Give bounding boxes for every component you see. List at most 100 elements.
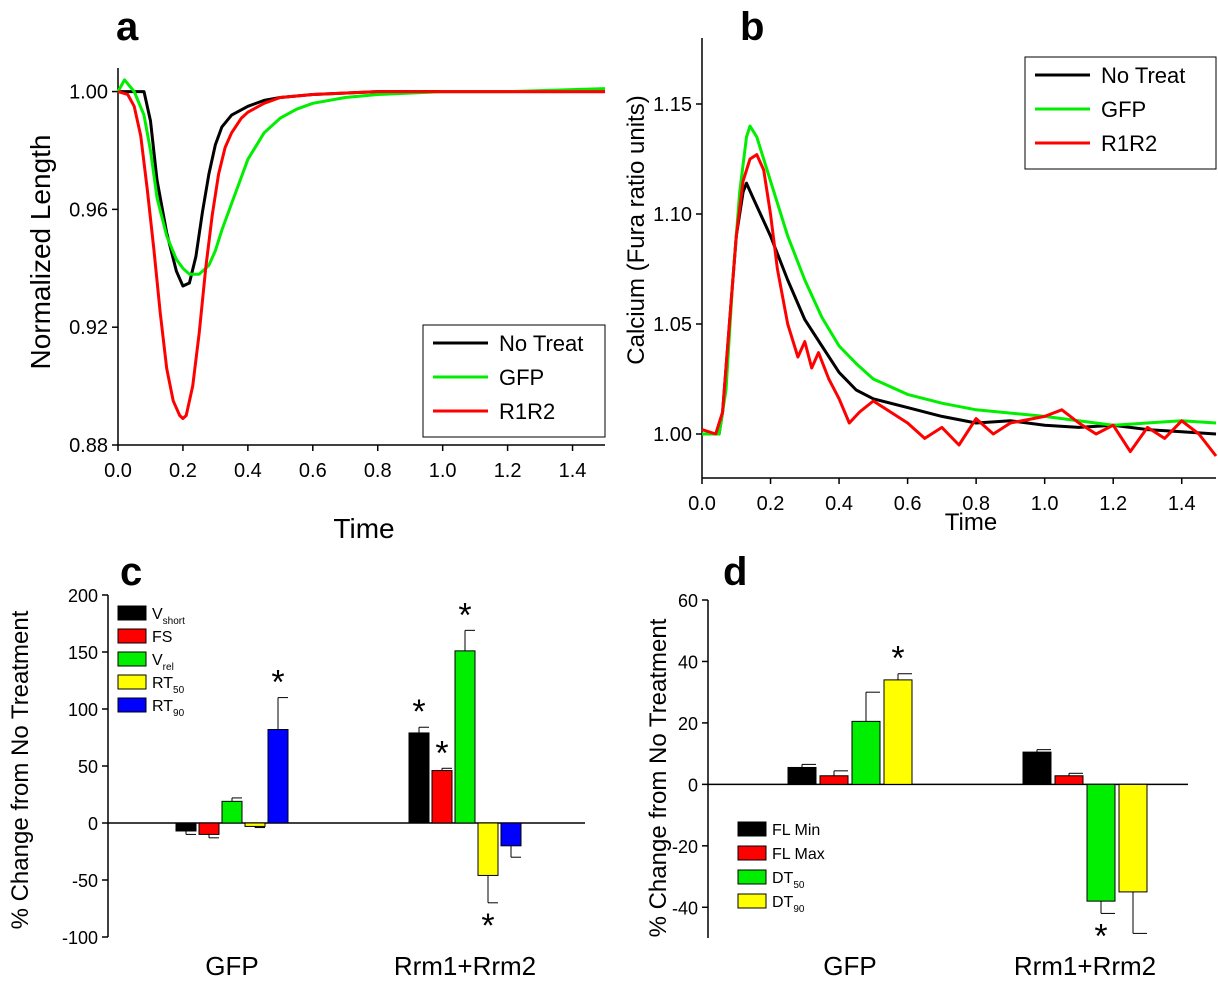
panel-d-legend-swatch [737,845,767,861]
panel-d-legend-swatch [737,869,767,885]
panel-c-category-label: Rrm1+Rrm2 [394,951,536,981]
panel-b-x-tick-label: 1.4 [1168,493,1196,515]
panel-a-x-tick-label: 0.8 [364,460,392,482]
panel-label-c: c [120,550,142,594]
panel-d-category-label: Rrm1+Rrm2 [1014,951,1156,981]
panel-a-y-tick-label: 0.96 [69,199,108,221]
panel-d-legend-label: FL Min [772,822,820,839]
panel-a-x-tick-label: 0.4 [234,460,262,482]
panel-b-x-tick-label: 0.2 [757,493,785,515]
panel-d-y-tick-label: -20 [672,837,698,857]
panel-d-bar [851,720,881,785]
panel-c-y-tick-label: 0 [88,814,98,834]
panel-c-y-tick-label: -100 [62,928,98,948]
panel-b-y-tick-label: 1.15 [653,94,692,116]
panel-b-x-tick-label: 0.8 [962,493,990,515]
panel-c-legend-swatch [117,605,147,621]
panel-a-x-tick-label: 1.4 [559,460,587,482]
panel-label-d: d [723,550,747,594]
panel-b-y-tick-label: 1.05 [653,314,692,336]
panel-b-x-tick-label: 0.4 [825,493,853,515]
panel-d-y-tick-label: 40 [678,652,698,672]
panel-c-y-tick-label: -50 [72,871,98,891]
panel-d-significance-star: * [1094,917,1107,955]
panel-a-line-r1r2 [117,90,605,420]
panel-c-y-tick-label: 100 [68,700,98,720]
panel-a-line-gfp [116,78,606,276]
panel-label-b: b [740,5,764,49]
panel-c-bar [267,729,289,824]
panel-c-legend-label: RT90 [152,698,185,719]
panel-b-y-tick-label: 1.00 [653,424,692,446]
panel-c-legend-swatch [117,651,147,667]
panel-c-significance-star: * [271,664,284,702]
panel-b-legend-label: No Treat [1101,63,1185,88]
panel-d-bar [883,679,913,785]
panel-a-legend-label: R1R2 [499,399,555,424]
panel-c-significance-star: * [412,693,425,731]
panel-a-x-tick-label: 0.0 [104,460,132,482]
panel-a-legend-label: GFP [499,365,544,390]
panel-b-x-tick-label: 0.6 [894,493,922,515]
panel-d-bar [1086,783,1116,902]
panel-b-x-tick-label: 0.0 [688,493,716,515]
panel-d-bar [819,775,849,785]
panel-a-y-tick-label: 1.00 [69,82,108,104]
panel-c-y-tick-label: 150 [68,643,98,663]
panel-b-line-no-treat [702,181,1217,436]
panel-c-legend-label: RT50 [152,675,185,696]
panel-b-y-tick-label: 1.10 [653,204,692,226]
panel-c-y-tick-label: 50 [78,757,98,777]
panel-b-xlabel: Time [945,509,997,536]
panel-d-bar [1022,751,1052,785]
panel-a-x-tick-label: 0.6 [299,460,327,482]
panel-c-bar [477,822,499,876]
panel-a-x-tick-label: 1.2 [494,460,522,482]
panel-c-bar [175,822,197,832]
panel-d-legend-label: DT90 [772,894,805,915]
panel-c-legend-label: Vrel [152,652,174,673]
panel-c-legend-label: FS [152,629,172,646]
panel-c-significance-star: * [481,907,494,945]
panel-d-y-tick-label: 0 [688,775,698,795]
panel-d-significance-star: * [891,640,904,678]
panel-c-bar [500,822,522,847]
panel-c-y-tick-label: 200 [68,586,98,606]
panel-c-legend-swatch [117,674,147,690]
panel-c-bar [408,732,430,824]
panel-c-bar [198,822,220,835]
panel-a-x-tick-label: 0.2 [169,460,197,482]
panel-c-significance-star: * [458,596,471,634]
panel-b-ylabel: Calcium (Fura ratio units) [623,95,650,364]
panel-c-bar [431,770,453,824]
panel-label-a: a [116,5,139,49]
panel-a-ylabel: Normalized Length [25,134,56,369]
panel-d-legend-label: DT50 [772,870,805,891]
panel-c-ylabel: % Change from No Treatment [7,610,34,929]
panel-a-legend-label: No Treat [499,331,583,356]
panel-c-bar [244,822,266,827]
panel-d-bar [1054,775,1084,785]
panel-b-line-r1r2 [701,153,1218,457]
panel-a-y-tick-label: 0.88 [69,435,108,457]
panel-d-category-label: GFP [823,951,876,981]
panel-a-xlabel: Time [333,513,394,544]
panel-d-y-tick-label: 60 [678,591,698,611]
panel-d-bar [787,766,817,785]
panel-b-x-tick-label: 1.0 [1031,493,1059,515]
panel-b-legend-label: GFP [1101,97,1146,122]
panel-d-legend-label: FL Max [772,846,825,863]
panel-d-ylabel: % Change from No Treatment [645,618,672,937]
panel-d-y-tick-label: 20 [678,714,698,734]
panel-c-bar [454,650,476,824]
panel-a-line-no-treat [118,90,605,288]
panel-c-bar [221,800,243,824]
panel-d-bar [1118,783,1148,893]
panel-b-x-tick-label: 1.2 [1099,493,1127,515]
panel-c-significance-star: * [435,734,448,772]
panel-c-category-label: GFP [205,951,258,981]
panel-c-legend-swatch [117,697,147,713]
panel-a-y-tick-label: 0.92 [69,317,108,339]
panel-d-legend-swatch [737,821,767,837]
panel-b-legend-label: R1R2 [1101,131,1157,156]
